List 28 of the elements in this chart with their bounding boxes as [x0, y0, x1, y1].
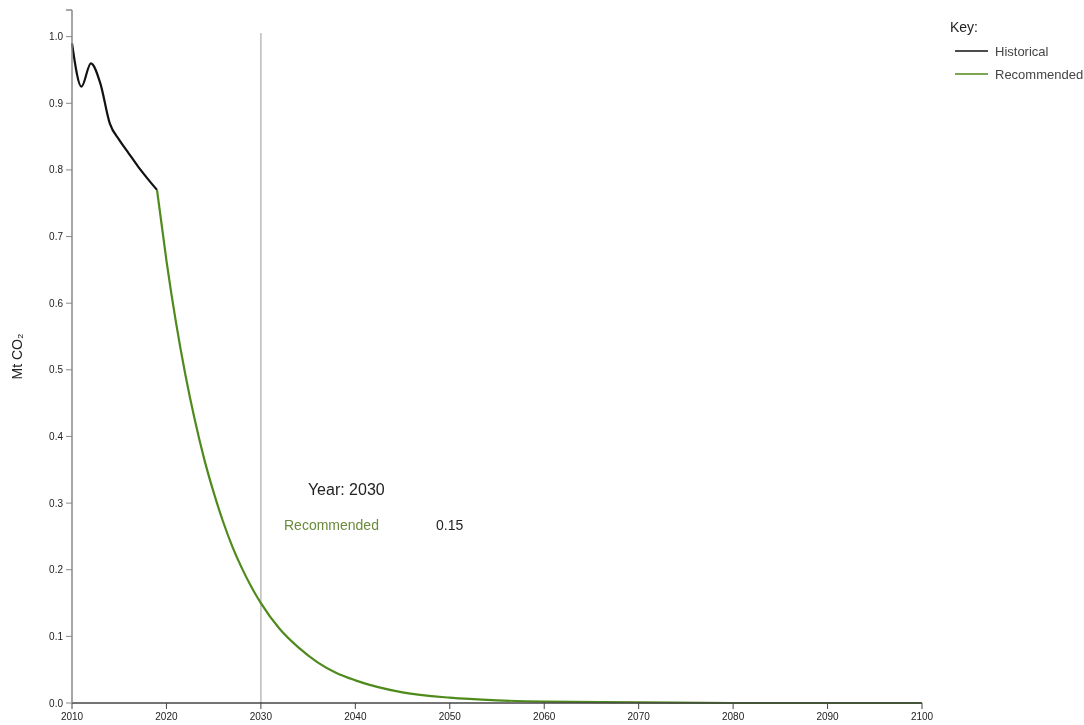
x-tick-label: 2030 [249, 711, 273, 722]
y-tick-label: 0.3 [49, 497, 64, 509]
x-tick-label: 2080 [721, 711, 745, 722]
annotation: Recommended [284, 517, 379, 533]
y-tick-label: 0.7 [49, 231, 64, 243]
y-tick-label: 0.8 [49, 164, 64, 176]
legend-title: Key: [950, 19, 979, 35]
x-tick-label: 2040 [344, 711, 367, 722]
legend-label: Recommended [995, 67, 1084, 82]
legend-label: Historical [995, 44, 1049, 59]
x-tick-label: 2020 [155, 711, 178, 722]
x-tick-label: 2090 [816, 711, 840, 722]
annotation: 0.15 [436, 517, 464, 533]
y-tick-label: 0.4 [49, 430, 64, 442]
y-tick-label: 0.0 [49, 697, 64, 709]
y-tick-label: 0.1 [49, 630, 64, 642]
y-tick-label: 0.6 [49, 297, 64, 309]
y-axis-title: Mt CO₂ [9, 333, 25, 380]
y-tick-label: 0.2 [49, 564, 64, 576]
y-tick-label: 1.0 [49, 31, 64, 43]
x-tick-label: 2010 [60, 711, 84, 722]
x-tick-label: 2100 [910, 711, 934, 722]
y-tick-label: 0.5 [49, 364, 64, 376]
x-tick-label: 2060 [533, 711, 556, 722]
x-tick-label: 2070 [627, 711, 651, 722]
y-tick-label: 0.9 [49, 97, 64, 109]
ref-line-label: Year: 2030 [307, 481, 385, 498]
x-tick-label: 2050 [438, 711, 462, 722]
